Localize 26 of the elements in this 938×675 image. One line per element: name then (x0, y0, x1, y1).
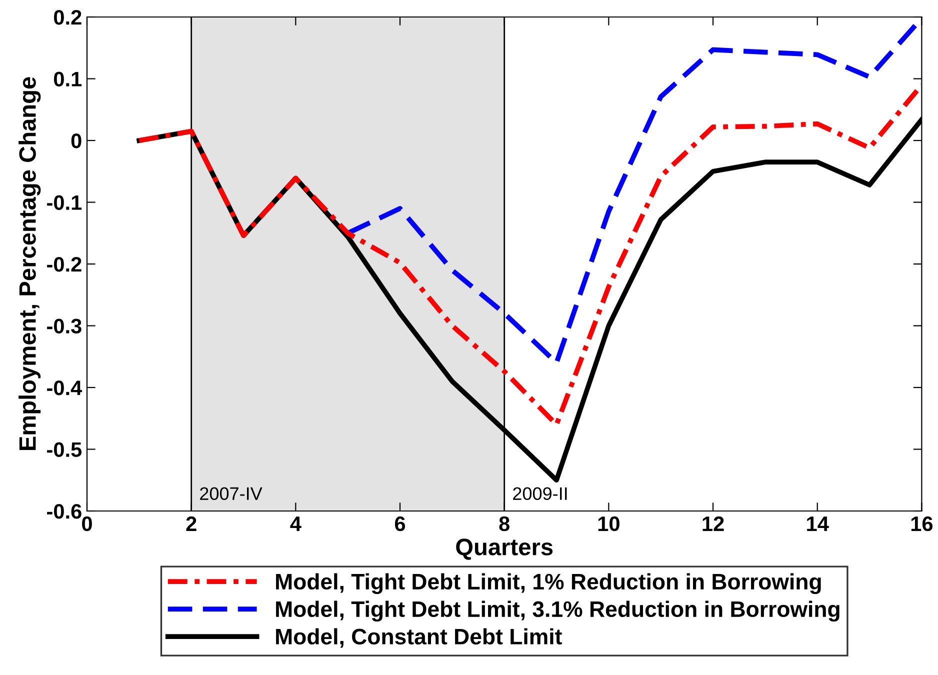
x-tick-label: 16 (911, 516, 933, 532)
line-series (136, 82, 922, 427)
y-tick-label: 0.1 (54, 72, 82, 87)
x-tick-label: 4 (290, 516, 302, 531)
x-tick-label: 2 (186, 516, 196, 531)
ref-line-label: 2007-IV (200, 487, 262, 500)
legend-label: Model, Tight Debt Limit, 1% Reduction in Borrowing (276, 573, 821, 594)
x-tick-label: 14 (807, 516, 829, 531)
y-tick-label: -0.3 (47, 318, 82, 334)
ref-line-label: 2009-II (513, 487, 567, 500)
legend-label: Model, Tight Debt Limit, 3.1% Reduction in Borrowing (276, 600, 840, 622)
y-tick-label: -0.4 (47, 380, 82, 396)
x-tick-label: 8 (499, 516, 510, 532)
x-tick-label: 12 (702, 516, 724, 531)
y-axis-title: Employment, Percentage Change (18, 77, 41, 450)
y-tick-label: -0.1 (47, 195, 82, 210)
x-tick-label: 10 (598, 516, 620, 532)
y-tick-label: 0 (71, 134, 82, 148)
y-tick-label: -0.2 (47, 257, 82, 272)
x-axis-title: Quarters (456, 538, 553, 560)
legend-label: Model, Constant Debt Limit (276, 628, 562, 648)
y-tick-label: -0.5 (47, 442, 82, 458)
x-tick-label: 0 (82, 516, 92, 532)
y-tick-label: -0.6 (47, 504, 82, 519)
x-tick-label: 6 (394, 516, 406, 532)
y-tick-label: 0.2 (54, 10, 82, 25)
